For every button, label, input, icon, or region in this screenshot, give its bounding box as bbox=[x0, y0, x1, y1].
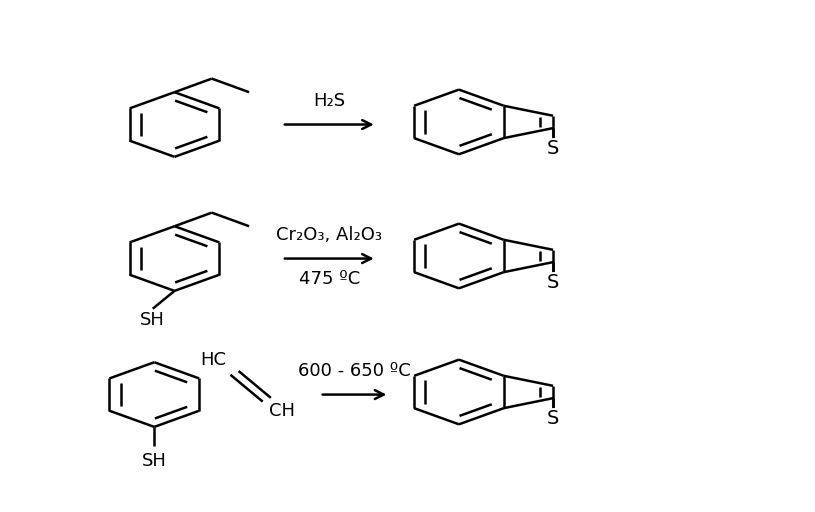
Text: 600 - 650 ºC: 600 - 650 ºC bbox=[298, 362, 411, 380]
Text: 475 ºC: 475 ºC bbox=[298, 270, 360, 288]
Text: H₂S: H₂S bbox=[313, 92, 346, 110]
Text: S: S bbox=[547, 272, 559, 292]
Text: HC: HC bbox=[200, 351, 227, 369]
Text: SH: SH bbox=[142, 452, 167, 470]
Text: Cr₂O₃, Al₂O₃: Cr₂O₃, Al₂O₃ bbox=[276, 226, 382, 244]
Text: CH: CH bbox=[269, 402, 295, 420]
Text: S: S bbox=[547, 139, 559, 158]
Text: S: S bbox=[547, 409, 559, 428]
Text: SH: SH bbox=[140, 311, 165, 329]
